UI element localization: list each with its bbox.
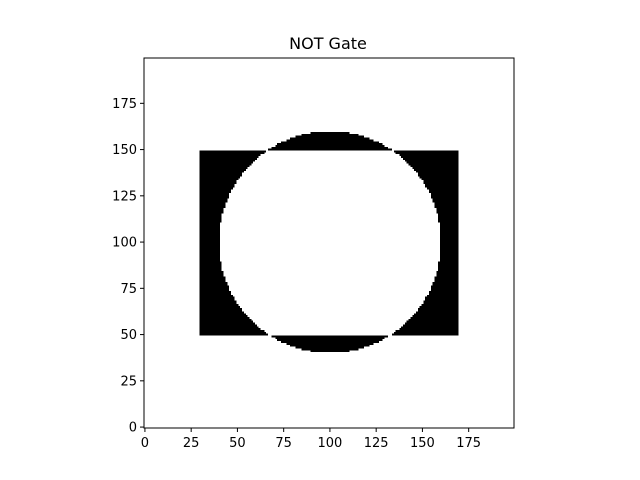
x-axis: 0 25 50 75 100 125 150 175 [141,428,481,451]
x-tick-label: 75 [275,436,292,451]
not-gate-image [199,132,459,353]
chart-title: NOT Gate [289,34,367,53]
plot-frame [143,57,515,429]
y-tick-label: 25 [120,374,137,389]
y-tick-label: 50 [120,328,137,343]
y-tick-label: 150 [112,143,137,158]
x-tick-label: 150 [410,436,435,451]
x-tick-label: 0 [141,436,149,451]
x-tick-label: 175 [456,436,481,451]
x-tick-label: 125 [364,436,389,451]
y-tick-label: 75 [120,282,137,297]
x-tick-label: 25 [183,436,200,451]
x-tick-label: 100 [318,436,343,451]
y-axis: 0 25 50 75 100 125 150 175 [112,97,144,436]
y-tick-label: 0 [129,421,137,436]
y-tick-label: 125 [112,189,137,204]
x-tick-label: 50 [229,436,246,451]
y-tick-label: 100 [112,236,137,251]
image-area [199,132,459,353]
y-tick-label: 175 [112,97,137,112]
